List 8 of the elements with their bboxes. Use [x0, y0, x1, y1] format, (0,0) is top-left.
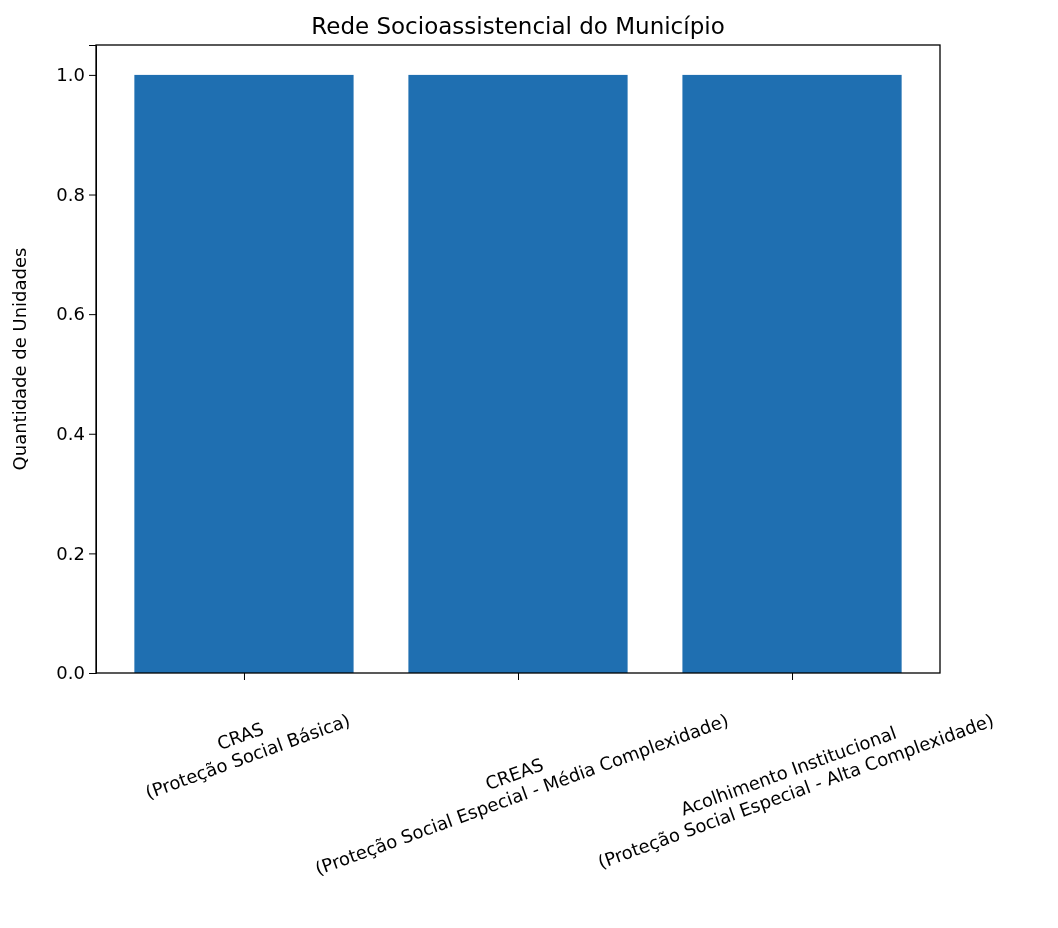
- y-tick-label: 0.8: [56, 183, 85, 205]
- y-tick-label: 0.2: [56, 542, 85, 564]
- chart-title: Rede Socioassistencial do Município: [311, 13, 725, 39]
- y-axis-title: Quantidade de Unidades: [9, 247, 30, 471]
- y-tick-label: 0.6: [56, 303, 85, 325]
- y-tick-label: 0.0: [56, 662, 85, 684]
- y-tick-label: 1.0: [56, 64, 85, 86]
- y-tick-label: 0.4: [56, 423, 85, 445]
